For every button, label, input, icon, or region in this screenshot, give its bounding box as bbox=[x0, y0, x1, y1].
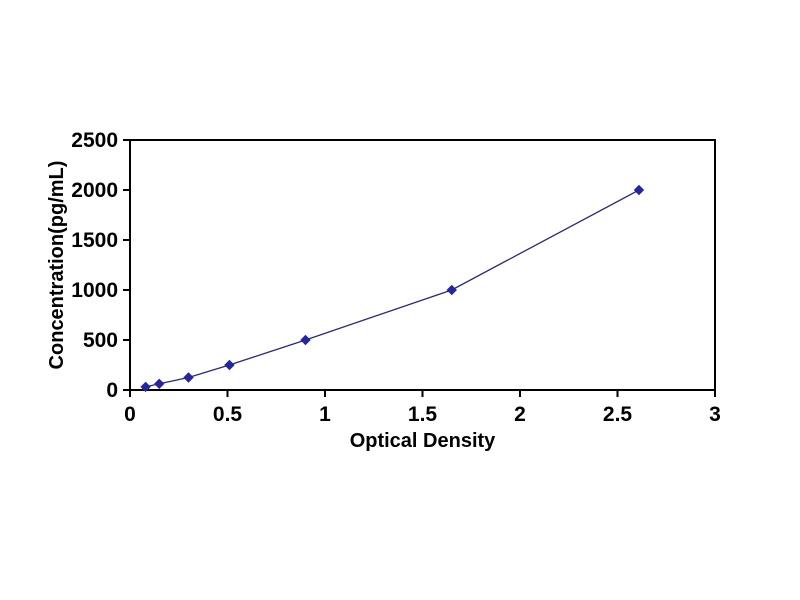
y-tick-label: 1500 bbox=[71, 229, 118, 252]
data-point-marker bbox=[633, 184, 645, 196]
x-tick-label: 2.5 bbox=[603, 403, 633, 426]
data-point-marker bbox=[300, 334, 311, 346]
data-point-marker bbox=[224, 359, 235, 371]
y-axis-label: Concentration(pg/mL) bbox=[46, 160, 68, 370]
y-tick-label: 500 bbox=[83, 329, 118, 352]
plot-border bbox=[129, 139, 716, 391]
x-tick-label: 0.5 bbox=[213, 403, 243, 426]
y-tick-label: 2500 bbox=[71, 129, 118, 152]
x-tick-label: 3 bbox=[709, 403, 721, 426]
x-tick-label: 1 bbox=[319, 403, 331, 426]
x-tick-label: 1.5 bbox=[408, 403, 438, 426]
data-point-marker bbox=[154, 378, 165, 390]
y-tick-label: 1000 bbox=[71, 279, 118, 302]
data-point-marker bbox=[446, 284, 457, 296]
y-tick-label: 0 bbox=[106, 379, 118, 402]
data-point-marker bbox=[183, 372, 194, 383]
curve-line bbox=[145, 189, 640, 388]
x-axis-label: Optical Density bbox=[349, 430, 496, 452]
data-point-marker bbox=[140, 381, 151, 393]
x-tick-label: 2 bbox=[514, 403, 526, 426]
y-tick-label: 2000 bbox=[71, 179, 118, 202]
x-tick-label: 0 bbox=[124, 403, 136, 426]
